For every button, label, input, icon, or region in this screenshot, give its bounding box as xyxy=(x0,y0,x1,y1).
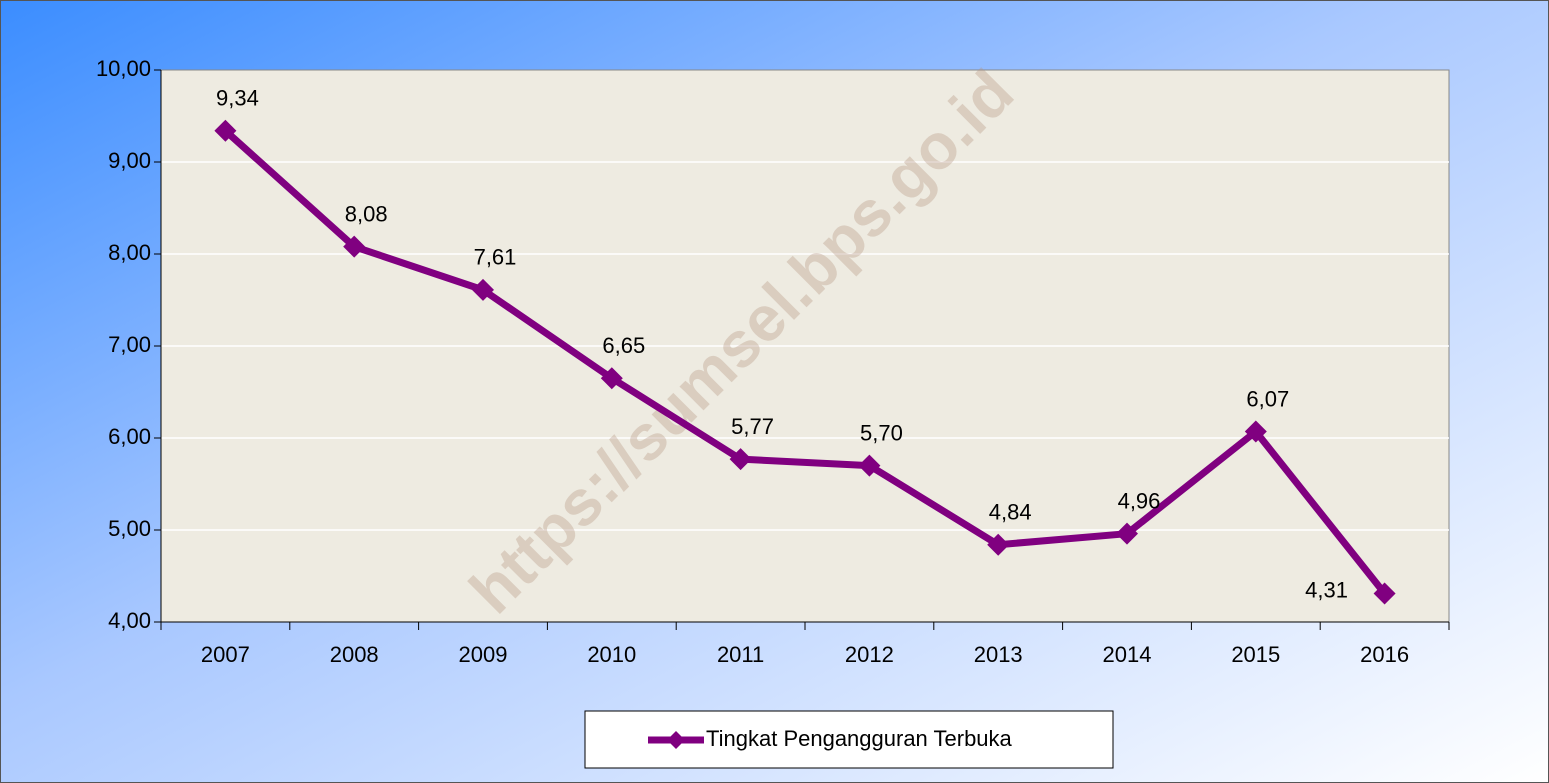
x-tick-label: 2011 xyxy=(717,642,764,667)
y-tick-label: 7,00 xyxy=(108,332,151,357)
x-tick-label: 2014 xyxy=(1103,642,1152,667)
data-label: 5,70 xyxy=(860,420,903,445)
marker xyxy=(858,454,881,477)
data-label: 6,65 xyxy=(602,333,645,358)
data-label: 4,84 xyxy=(989,500,1032,525)
y-tick-label: 9,00 xyxy=(108,148,151,173)
x-tick-label: 2013 xyxy=(974,642,1023,667)
x-tick-label: 2012 xyxy=(845,642,894,667)
x-tick-label: 2007 xyxy=(201,642,250,667)
data-label: 4,96 xyxy=(1118,488,1161,513)
y-tick-label: 5,00 xyxy=(108,516,151,541)
x-tick-label: 2008 xyxy=(330,642,379,667)
legend-label: Tingkat Pengangguran Terbuka xyxy=(706,726,1013,751)
data-label: 5,77 xyxy=(731,414,774,439)
x-tick-label: 2016 xyxy=(1360,642,1409,667)
data-label: 4,31 xyxy=(1305,577,1348,602)
marker xyxy=(472,278,494,301)
legend-marker xyxy=(667,731,685,749)
marker xyxy=(729,448,752,471)
y-tick-label: 4,00 xyxy=(108,608,151,633)
marker xyxy=(1244,420,1267,443)
data-label: 7,61 xyxy=(474,245,517,270)
y-tick-label: 10,00 xyxy=(96,56,151,81)
marker xyxy=(214,119,237,142)
x-tick-label: 2010 xyxy=(587,642,636,667)
data-label: 8,08 xyxy=(345,201,388,226)
marker xyxy=(1373,582,1396,605)
data-label: 9,34 xyxy=(216,86,259,111)
x-tick-label: 2015 xyxy=(1231,642,1280,667)
y-tick-label: 6,00 xyxy=(108,424,151,449)
y-tick-label: 8,00 xyxy=(108,240,151,265)
x-tick-label: 2009 xyxy=(459,642,508,667)
line xyxy=(223,128,1388,596)
marker xyxy=(1116,522,1138,545)
marker xyxy=(600,367,623,390)
marker xyxy=(343,235,366,258)
marker xyxy=(987,533,1010,556)
data-label: 6,07 xyxy=(1246,386,1289,411)
